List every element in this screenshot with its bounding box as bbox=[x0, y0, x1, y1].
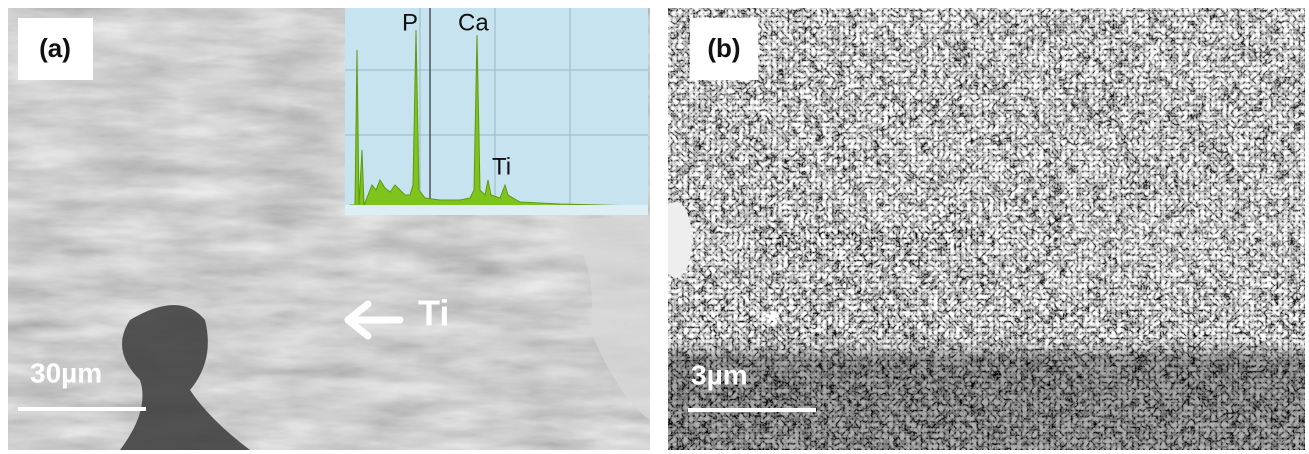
particle bbox=[660, 202, 692, 278]
annotation: * bbox=[765, 303, 779, 344]
peak-label: Ca bbox=[458, 9, 489, 36]
annotation: Ti bbox=[418, 293, 449, 334]
scale-label: 3µm bbox=[691, 359, 748, 390]
inset-axis bbox=[345, 205, 648, 215]
peak-label: P bbox=[402, 9, 418, 36]
peak-label: Ti bbox=[492, 153, 511, 180]
page: (a) 30µm Ti P Ca Ti (b) 3µm * (() => { c… bbox=[0, 0, 1309, 454]
inset-spectrum: P Ca Ti bbox=[345, 8, 648, 215]
panel-label: (b) bbox=[707, 33, 740, 63]
scale-label: 30µm bbox=[30, 357, 102, 388]
shade bbox=[668, 8, 1305, 228]
panel-label: (a) bbox=[39, 33, 71, 63]
inset-bg bbox=[345, 8, 648, 215]
figure: (a) 30µm Ti P Ca Ti (b) 3µm * bbox=[0, 0, 1309, 454]
shade bbox=[668, 220, 1305, 450]
